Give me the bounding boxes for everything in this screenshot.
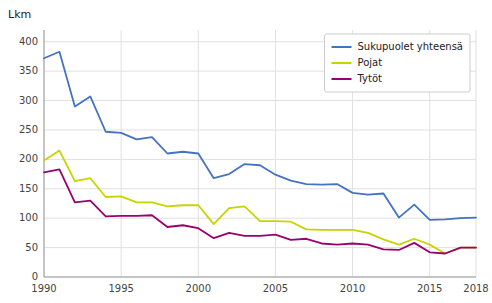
grid-line-y bbox=[44, 277, 476, 278]
chart: 0 50 100 150 200 250 300 350 400 1990 1995 2000 2005… bbox=[0, 0, 492, 303]
grid-line-y bbox=[44, 129, 476, 130]
grid-line-x bbox=[275, 30, 276, 277]
legend-label: Sukupuolet yhteensä bbox=[358, 41, 464, 52]
x-tick-label: 2015 bbox=[417, 283, 442, 294]
grid-line-y bbox=[44, 247, 476, 248]
legend-swatch bbox=[332, 62, 352, 64]
series-line bbox=[44, 169, 476, 253]
grid-line-x bbox=[44, 30, 45, 277]
legend-swatch bbox=[332, 46, 352, 48]
y-tick-label: 150 bbox=[19, 183, 38, 194]
y-tick-label: 100 bbox=[19, 212, 38, 223]
legend: Sukupuolet yhteensä Pojat Tytöt bbox=[325, 34, 471, 92]
x-tick-label: 1995 bbox=[108, 283, 133, 294]
grid bbox=[44, 30, 476, 277]
grid-line-x bbox=[121, 30, 122, 277]
series-line bbox=[44, 151, 476, 254]
page: {"chart_data": {"type": "line", "ylabel"… bbox=[0, 0, 492, 303]
grid-line-y bbox=[44, 218, 476, 219]
y-tick-label: 300 bbox=[19, 95, 38, 106]
legend-label: Pojat bbox=[358, 57, 383, 68]
grid-line-x bbox=[476, 30, 477, 277]
x-tick-label: 1990 bbox=[31, 283, 56, 294]
x-tick-label: 2018 bbox=[463, 283, 488, 294]
y-axis-line bbox=[44, 30, 45, 277]
legend-swatch bbox=[332, 78, 352, 80]
y-tick-label: 0 bbox=[32, 271, 38, 282]
x-axis-line bbox=[44, 277, 476, 278]
y-tick-label: 50 bbox=[25, 242, 38, 253]
y-tick-label: 250 bbox=[19, 124, 38, 135]
y-tick-label: 200 bbox=[19, 153, 38, 164]
grid-line-y bbox=[44, 159, 476, 160]
x-tick-label: 2010 bbox=[340, 283, 365, 294]
x-tick-label: 2000 bbox=[186, 283, 211, 294]
y-tick-label: 350 bbox=[19, 65, 38, 76]
y-axis-label: Lkm bbox=[8, 8, 31, 21]
grid-line-y bbox=[44, 100, 476, 101]
grid-line-y bbox=[44, 188, 476, 189]
y-tick-label: 400 bbox=[19, 36, 38, 47]
legend-label: Tytöt bbox=[357, 73, 383, 84]
x-tick-label: 2005 bbox=[263, 283, 288, 294]
legend-box bbox=[325, 34, 471, 92]
